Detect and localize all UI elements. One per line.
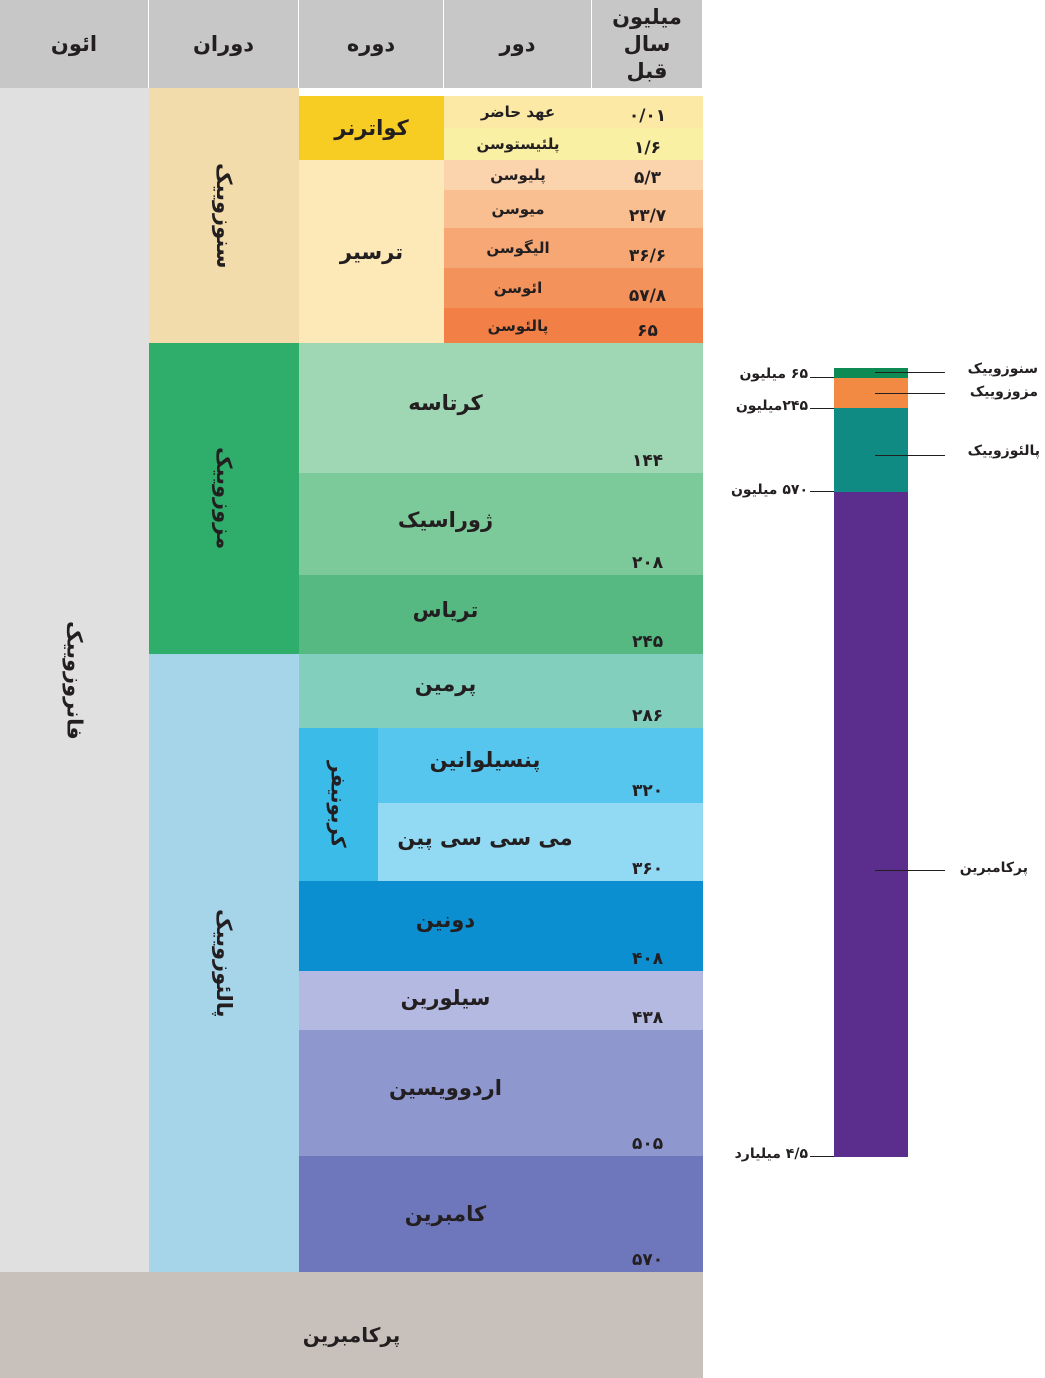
bar-right-label-cenozoic: سنوزوییک [967, 361, 1038, 377]
epoch-miocene: میوسن [444, 190, 592, 228]
header-mya: میلیون سال قبل [592, 0, 703, 88]
bar-paleozoic [834, 408, 908, 492]
period-pennsylvanian: پنسیلوانین [378, 728, 592, 803]
period-cambrian: کامبرین [299, 1156, 592, 1272]
bar-label-570: ۵۷۰ میلیون [730, 482, 808, 498]
bar-right-label-paleozoic: پالئوزوییک [967, 443, 1040, 459]
bar-precambrian [834, 492, 908, 1157]
bar-cenozoic [834, 368, 908, 378]
period-tertiary: ترسیر [299, 160, 444, 343]
bar-label-4.5: ۴/۵ میلیارد [734, 1146, 808, 1162]
period-devonian: دونین [299, 881, 592, 971]
age-eocene: ۵۷/۸ [592, 268, 703, 308]
age-devonian: ۴۰۸ [592, 881, 703, 971]
epoch-paleocene: پالئوسن [444, 308, 592, 343]
bar-pointer-mesozoic [875, 393, 945, 394]
bar-pointer-cenozoic [875, 372, 945, 373]
age-silurian: ۴۳۸ [592, 971, 703, 1030]
era-paleozoic: پالئوزوییک [149, 654, 299, 1272]
eon-phanerozoic-label: فانروزوییک [62, 620, 87, 740]
era-cenozoic: سنوزوییک [149, 88, 299, 343]
age-oligocene: ۳۶/۶ [592, 228, 703, 268]
epoch-oligocene: الیگوسن [444, 228, 592, 268]
epoch-pleistocene: پلئیستوسن [444, 128, 592, 160]
bar-right-label-precambrian: پرکامبرین [959, 860, 1028, 876]
eon-phanerozoic: فانروزوییک [0, 88, 149, 1272]
header-period: دوره [299, 0, 444, 88]
age-holocene: ۰/۰۱ [592, 96, 703, 128]
period-carboniferous: کربونیفر [299, 728, 378, 881]
era-mesozoic: مزوزوییک [149, 343, 299, 654]
period-carboniferous-label: کربونیفر [326, 761, 351, 848]
period-jurassic: ژوراسیک [299, 473, 592, 575]
bar-tick-65 [810, 377, 834, 378]
header-epoch: دور [444, 0, 592, 88]
header-era: دوران [149, 0, 299, 88]
period-triassic: تریاس [299, 575, 592, 654]
header-eon: ائون [0, 0, 149, 88]
period-quaternary: کواترنر [299, 96, 444, 160]
bar-tick-4.5 [810, 1156, 834, 1157]
period-ordovician: اردوویسین [299, 1030, 592, 1156]
epoch-eocene: ائوسن [444, 268, 592, 308]
epoch-pliocene: پلیوسن [444, 160, 592, 190]
era-paleozoic-label: پالئوزوییک [212, 908, 236, 1018]
bar-label-65: ۶۵ میلیون [739, 366, 808, 382]
period-silurian: سیلورین [299, 971, 592, 1030]
age-paleocene: ۶۵ [592, 308, 703, 343]
bar-tick-570 [810, 491, 834, 492]
age-miocene: ۲۳/۷ [592, 190, 703, 228]
eon-precambrian: پرکامبرین [0, 1272, 703, 1378]
bar-label-245: ۲۴۵میلیون [735, 398, 808, 414]
age-jurassic: ۲۰۸ [592, 473, 703, 575]
age-pennsylvanian: ۳۲۰ [592, 728, 703, 803]
age-pleistocene: ۱/۶ [592, 128, 703, 160]
bar-pointer-precambrian [875, 870, 945, 871]
epoch-holocene: عهد حاضر [444, 96, 592, 128]
age-mississippian: ۳۶۰ [592, 803, 703, 881]
era-mesozoic-label: مزوزوییک [212, 447, 236, 550]
period-cretaceous: کرتاسه [299, 343, 592, 473]
era-cenozoic-label: سنوزوییک [212, 162, 236, 269]
period-mississippian: می سی سی پین [378, 803, 592, 881]
age-ordovician: ۵۰۵ [592, 1030, 703, 1156]
age-pliocene: ۵/۳ [592, 160, 703, 190]
bar-right-label-mesozoic: مزوزوییک [969, 384, 1038, 400]
age-cretaceous: ۱۴۴ [592, 343, 703, 473]
period-permian: پرمین [299, 654, 592, 728]
bar-pointer-paleozoic [875, 455, 945, 456]
bar-tick-245 [810, 408, 834, 409]
age-permian: ۲۸۶ [592, 654, 703, 728]
age-cambrian: ۵۷۰ [592, 1156, 703, 1272]
age-triassic: ۲۴۵ [592, 575, 703, 654]
